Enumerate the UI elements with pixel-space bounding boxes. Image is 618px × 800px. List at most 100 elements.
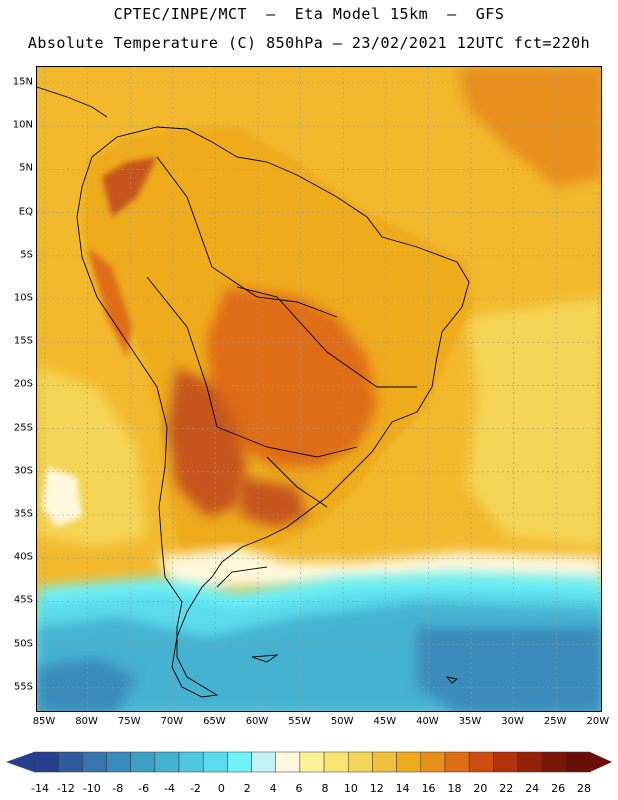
colorbar-swatch bbox=[275, 751, 301, 773]
border-brazil-west bbox=[236, 286, 417, 388]
lon-tick-label: 25W bbox=[543, 716, 567, 727]
colorbar-tick-label: -8 bbox=[112, 782, 123, 795]
colorbar-swatch bbox=[565, 751, 591, 773]
border-north bbox=[156, 156, 338, 318]
colorbar-tick-label: -6 bbox=[138, 782, 149, 795]
falkland-islands bbox=[251, 654, 279, 663]
lon-tick-label: 80W bbox=[75, 716, 98, 727]
colorbar-swatch bbox=[396, 751, 422, 773]
hot-central-plateau bbox=[207, 287, 377, 467]
deep-cold-south-pacific bbox=[37, 657, 137, 711]
lon-tick-label: 65W bbox=[203, 716, 226, 727]
border-central bbox=[216, 426, 358, 458]
lon-tick-label: 20W bbox=[586, 716, 610, 727]
lon-tick-label: 70W bbox=[160, 716, 184, 727]
lat-tick-label: 55S bbox=[13, 681, 33, 693]
colorbar-swatch bbox=[57, 751, 83, 773]
colorbar-tick-label: -4 bbox=[164, 782, 175, 795]
colorbar-swatch bbox=[493, 751, 518, 773]
lat-tick-label: 5S bbox=[20, 249, 33, 261]
colorbar-swatch bbox=[541, 751, 567, 773]
colorbar-swatch bbox=[517, 751, 542, 773]
south-america-outline bbox=[76, 126, 470, 698]
colorbar-swatch bbox=[372, 751, 397, 773]
colorbar-high-arrow bbox=[590, 752, 612, 772]
colorbar-tick-label: 16 bbox=[422, 782, 436, 795]
lon-tick-label: 55W bbox=[288, 716, 311, 727]
temperature-colorbar: -14 -12 -10 -8 -6 -4 -2 0 2 4 6 8 10 12 14 16 18 20 22 24 26… bbox=[6, 751, 612, 795]
lat-tick-label: 30S bbox=[13, 465, 33, 477]
colorbar-swatch bbox=[227, 751, 252, 773]
colorbar-tick-label: 28 bbox=[577, 782, 591, 795]
colorbar-swatch bbox=[178, 751, 204, 773]
temperature-field-map bbox=[37, 67, 601, 711]
hot-peru-streak bbox=[87, 247, 132, 357]
map-panel bbox=[36, 66, 602, 712]
warm-north-atlantic-region bbox=[457, 67, 601, 187]
colorbar-tick-label: 6 bbox=[296, 782, 303, 795]
lat-tick-label: 15S bbox=[13, 335, 33, 347]
colorbar-swatch bbox=[130, 751, 156, 773]
colorbar-tick-label: 4 bbox=[270, 782, 277, 795]
lat-tick-label: EQ bbox=[18, 206, 33, 218]
lon-tick-label: 50W bbox=[330, 716, 354, 727]
colorbar-swatch bbox=[299, 751, 325, 773]
lat-tick-label: 5N bbox=[19, 162, 33, 174]
lat-lon-grid bbox=[37, 67, 601, 711]
lat-tick-label: 10S bbox=[13, 292, 33, 304]
colorbar-swatch bbox=[33, 751, 59, 773]
colorbar-tick-label: 8 bbox=[321, 782, 328, 795]
map-subtitle: Absolute Temperature (C) 850hPa – 23/02/… bbox=[27, 34, 591, 52]
lat-tick-label: 45S bbox=[13, 594, 33, 606]
coastline-borders bbox=[37, 86, 470, 698]
colorbar-swatch bbox=[251, 751, 276, 773]
lon-tick-label: 85W bbox=[32, 716, 56, 727]
colorbar-tick-label: -12 bbox=[57, 782, 75, 795]
lon-tick-label: 75W bbox=[117, 716, 141, 727]
lat-tick-label: 50S bbox=[13, 638, 33, 650]
colorbar-swatch bbox=[323, 751, 349, 773]
border-uruguay bbox=[266, 456, 328, 508]
lat-tick-label: 25S bbox=[13, 422, 33, 434]
lat-tick-label: 10N bbox=[12, 119, 33, 131]
colorbar-tick-label: 12 bbox=[370, 782, 384, 795]
lon-tick-label: 30W bbox=[501, 716, 524, 727]
colorbar-tick-label: -14 bbox=[31, 782, 49, 795]
colorbar-tick-label: 18 bbox=[447, 782, 461, 795]
border-patagonia bbox=[216, 566, 268, 588]
hottest-pampas-region bbox=[237, 477, 307, 527]
map-title: CPTEC/INPE/MCT – Eta Model 15km – GFS bbox=[113, 5, 505, 23]
colorbar-swatch bbox=[202, 751, 228, 773]
colorbar-swatch bbox=[420, 751, 446, 773]
lat-tick-label: 35S bbox=[13, 508, 33, 520]
colorbar-swatch bbox=[82, 751, 107, 773]
deep-cold-south-atlantic bbox=[417, 627, 601, 711]
colorbar-swatch bbox=[106, 751, 131, 773]
colorbar-tick-label: 14 bbox=[396, 782, 410, 795]
colorbar-swatch bbox=[348, 751, 373, 773]
lon-tick-label: 60W bbox=[245, 716, 269, 727]
pale-patagonia-band bbox=[157, 547, 601, 597]
colorbar-tick-label: 0 bbox=[218, 782, 225, 795]
colorbar-tick-label: -2 bbox=[190, 782, 201, 795]
colorbar-tick-label: 10 bbox=[344, 782, 358, 795]
very-pale-pacific-spot bbox=[42, 467, 82, 527]
border-andes bbox=[146, 276, 218, 428]
colorbar-tick-label: 26 bbox=[551, 782, 565, 795]
lat-tick-label: 20S bbox=[13, 378, 33, 390]
lat-tick-label: 15N bbox=[12, 76, 33, 88]
colorbar-tick-label: -10 bbox=[83, 782, 101, 795]
colorbar-low-arrow bbox=[6, 752, 34, 772]
colorbar-swatch bbox=[154, 751, 180, 773]
lat-tick-label: 40S bbox=[13, 551, 33, 563]
colorbar-swatch bbox=[468, 751, 494, 773]
hot-colombia-streak bbox=[102, 157, 157, 217]
hottest-chaco-region bbox=[167, 367, 247, 517]
colorbar-tick-label: 22 bbox=[499, 782, 513, 795]
colorbar-tick-label: 24 bbox=[525, 782, 539, 795]
lon-tick-label: 40W bbox=[416, 716, 439, 727]
lon-tick-label: 45W bbox=[373, 716, 397, 727]
colorbar-tick-label: 20 bbox=[473, 782, 487, 795]
colorbar-swatch bbox=[444, 751, 470, 773]
south-georgia-island bbox=[445, 676, 459, 684]
